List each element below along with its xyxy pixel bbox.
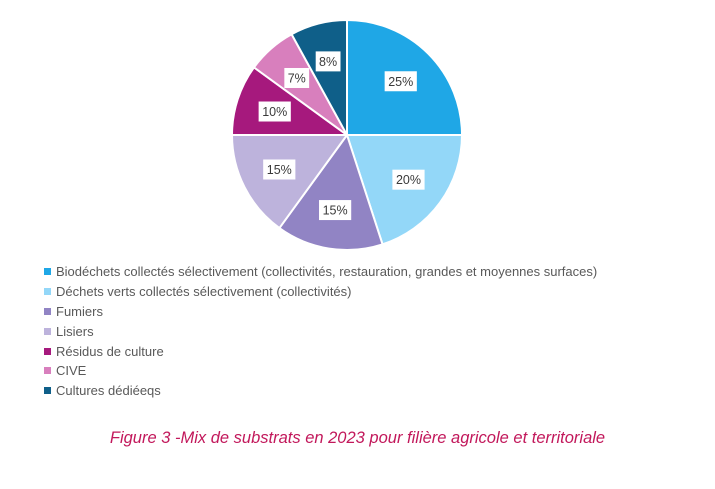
- legend-item: Lisiers: [44, 321, 597, 341]
- legend-label: Cultures dédiéeqs: [56, 383, 161, 399]
- data-label-box: [319, 200, 352, 221]
- chart-legend: Biodéchets collectés sélectivement (coll…: [44, 262, 597, 401]
- pie-slice: [278, 132, 384, 251]
- legend-label: Biodéchets collectés sélectivement (coll…: [56, 264, 598, 280]
- pie-data-label: 15%: [319, 200, 352, 221]
- legend-swatch: [44, 307, 51, 315]
- data-label-text: 8%: [319, 55, 337, 69]
- data-label-text: 25%: [388, 75, 413, 89]
- pie-data-labels: 25% 20% 15% 15% 10% 7% 8%: [258, 51, 425, 221]
- pie-data-label: 7%: [284, 67, 310, 88]
- legend-item: Fumiers: [44, 302, 597, 322]
- pie-data-label: 20%: [392, 169, 425, 190]
- data-label-text: 7%: [288, 71, 306, 85]
- data-label-box: [315, 51, 341, 72]
- pie-slices: [230, 18, 464, 251]
- legend-label: Déchets verts collectés sélectivement (c…: [56, 284, 352, 300]
- legend-swatch: [44, 367, 51, 375]
- legend-label: Résidus de culture: [56, 343, 164, 359]
- legend-swatch: [44, 347, 51, 355]
- legend-item: Résidus de culture: [44, 341, 597, 361]
- legend-item: CIVE: [44, 361, 597, 381]
- legend-swatch: [44, 327, 51, 335]
- data-label-box: [384, 71, 417, 92]
- pie-slice: [290, 18, 348, 136]
- legend-label: CIVE: [56, 363, 87, 379]
- data-label-text: 10%: [262, 105, 287, 119]
- data-label-text: 15%: [267, 163, 292, 177]
- pie-slice: [345, 134, 464, 246]
- data-label-box: [392, 169, 425, 190]
- data-label-box: [263, 159, 296, 180]
- legend-item: Biodéchets collectés sélectivement (coll…: [44, 262, 597, 282]
- legend-label: Lisiers: [56, 323, 94, 339]
- data-label-text: 15%: [323, 204, 348, 218]
- pie-data-label: 8%: [315, 51, 341, 72]
- pie-data-label: 25%: [384, 71, 417, 92]
- legend-swatch: [44, 288, 51, 296]
- pie-data-label: 10%: [258, 101, 291, 122]
- legend-item: Cultures dédiéeqs: [44, 381, 597, 401]
- pie-chart: 25% 20% 15% 15% 10% 7% 8%: [230, 18, 464, 251]
- pie-data-label: 15%: [263, 159, 296, 180]
- data-label-text: 20%: [396, 173, 421, 187]
- figure-caption: Figure 3 -Mix de substrats en 2023 pour …: [109, 429, 606, 447]
- pie-slice: [230, 134, 349, 230]
- data-label-box: [258, 101, 291, 122]
- legend-item: Déchets verts collectés sélectivement (c…: [44, 282, 597, 302]
- data-label-box: [284, 67, 310, 88]
- legend-swatch: [44, 387, 51, 395]
- legend-label: Fumiers: [56, 303, 103, 319]
- legend-swatch: [44, 268, 51, 276]
